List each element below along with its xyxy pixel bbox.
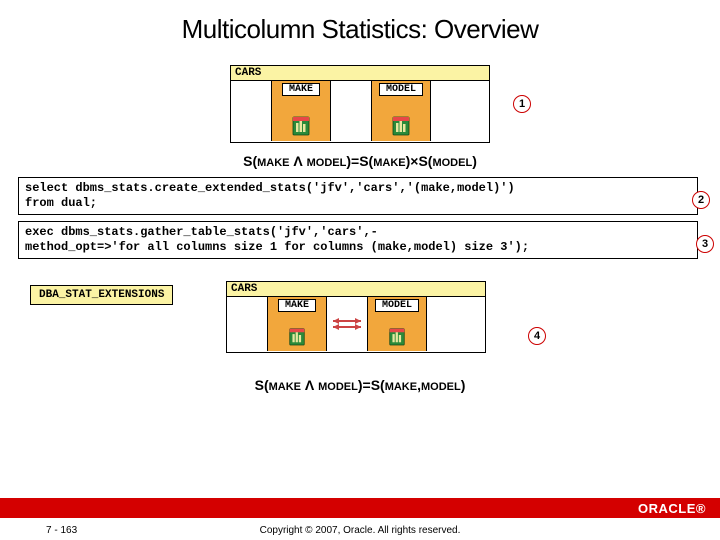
model-label: MODEL <box>379 83 423 96</box>
cars-table-top: CARS MAKE MODEL <box>230 65 490 143</box>
make-label: MAKE <box>282 83 320 96</box>
step-4-badge: 4 <box>528 327 546 345</box>
code-gather-table-stats: exec dbms_stats.gather_table_stats('jfv'… <box>18 221 698 259</box>
histogram-icon <box>387 323 407 347</box>
formula-correlated: S(MAKE Λ MODEL)=S(MAKE,MODEL) <box>0 377 720 393</box>
footer-bar: ORACLE® <box>0 498 720 518</box>
page-number: 7 - 163 <box>46 525 77 536</box>
code-create-extended-stats: select dbms_stats.create_extended_stats(… <box>18 177 698 215</box>
column-model: MODEL <box>371 81 431 141</box>
cars-header-bottom: CARS <box>227 282 485 297</box>
histogram-icon <box>290 111 312 137</box>
dba-stat-extensions-box: DBA_STAT_EXTENSIONS <box>30 285 173 305</box>
column-model-bottom: MODEL <box>367 297 427 351</box>
correlation-arrows-icon <box>327 316 367 332</box>
cars-header: CARS <box>231 66 489 81</box>
copyright: Copyright © 2007, Oracle. All rights res… <box>0 525 720 536</box>
cars-table-bottom: CARS MAKE MODEL <box>226 281 486 353</box>
step-3-badge: 3 <box>696 235 714 253</box>
model-label-bottom: MODEL <box>375 299 419 312</box>
formula-independent: S(MAKE Λ MODEL)=S(MAKE)×S(MODEL) <box>0 153 720 169</box>
slide-title: Multicolumn Statistics: Overview <box>0 0 720 65</box>
make-label-bottom: MAKE <box>278 299 316 312</box>
step-1-badge: 1 <box>513 95 531 113</box>
footer-text: 7 - 163 Copyright © 2007, Oracle. All ri… <box>0 525 720 536</box>
step-2-badge: 2 <box>692 191 710 209</box>
column-make-bottom: MAKE <box>267 297 327 351</box>
column-make: MAKE <box>271 81 331 141</box>
histogram-icon <box>287 323 307 347</box>
histogram-icon <box>390 111 412 137</box>
oracle-logo: ORACLE® <box>638 501 706 516</box>
